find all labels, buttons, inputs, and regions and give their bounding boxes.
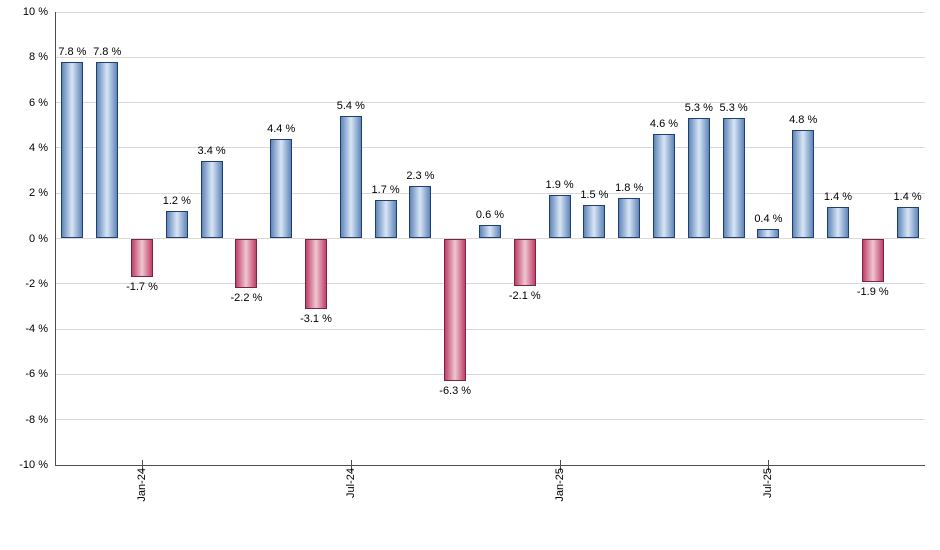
- y-axis-tick-label: -2 %: [25, 277, 48, 290]
- bar-value-label: 5.3 %: [684, 102, 713, 115]
- y-axis-tick-label: 8 %: [29, 51, 48, 64]
- bar-value-label: 1.8 %: [615, 181, 644, 194]
- positive-bar: [792, 129, 815, 239]
- positive-bar: [653, 134, 675, 239]
- bar-value-label: 1.9 %: [545, 179, 574, 192]
- negative-bar: [861, 238, 884, 282]
- positive-bar: [583, 204, 606, 239]
- y-axis-tick-label: 6 %: [29, 96, 48, 109]
- bar-value-label: 5.3 %: [719, 102, 748, 115]
- bar-value-label: 1.2 %: [162, 195, 191, 208]
- positive-bar: [200, 161, 223, 239]
- gridline: [55, 419, 925, 421]
- bar-value-label: 5.4 %: [336, 100, 365, 113]
- bar-value-label: 1.4 %: [823, 190, 853, 203]
- y-axis-tick-label: -8 %: [25, 413, 48, 426]
- bar-value-label: 2.3 %: [406, 170, 435, 183]
- x-axis-tick: [559, 460, 561, 472]
- bar-value-label: 7.8 %: [93, 45, 122, 58]
- positive-bar: [548, 195, 571, 239]
- bar-value-label: 7.8 %: [58, 45, 87, 58]
- positive-bar: [165, 211, 188, 239]
- x-axis-line: [55, 465, 925, 466]
- gridline: [55, 147, 925, 149]
- positive-bar: [96, 61, 119, 239]
- bar-value-label: 0.4 %: [754, 213, 783, 226]
- positive-bar: [896, 206, 919, 239]
- positive-bar: [757, 229, 780, 239]
- positive-bar: [409, 186, 432, 239]
- bar-value-label: 4.8 %: [789, 113, 818, 126]
- y-axis-line: [55, 12, 56, 465]
- y-axis-tick-label: 10 %: [22, 6, 48, 18]
- negative-bar: [305, 238, 327, 309]
- x-axis-tick-label: Jan-24: [136, 468, 148, 502]
- x-axis-tick: [142, 460, 143, 472]
- bar-value-label: -2.1 %: [508, 290, 541, 303]
- y-axis-tick-label: -4 %: [25, 323, 48, 336]
- x-axis-tick: [350, 460, 352, 472]
- bar-value-label: -1.7 %: [126, 281, 158, 293]
- positive-bar: [339, 116, 362, 239]
- negative-bar: [235, 238, 258, 289]
- gridline: [55, 283, 925, 285]
- y-axis-tick-label: 2 %: [29, 187, 48, 200]
- positive-bar: [61, 61, 84, 239]
- gridline: [55, 238, 925, 239]
- bar-value-label: -6.3 %: [439, 385, 472, 398]
- bar-value-label: -2.2 %: [230, 292, 263, 305]
- bar-value-label: -3.1 %: [300, 312, 332, 325]
- bar-value-label: 4.4 %: [267, 122, 296, 135]
- bar-value-label: 1.5 %: [580, 188, 609, 201]
- positive-bar: [618, 197, 641, 239]
- bar-value-label: 0.6 %: [475, 208, 505, 221]
- positive-bar: [827, 206, 849, 239]
- positive-bar: [722, 118, 745, 239]
- positive-bar: [687, 118, 710, 239]
- bar-value-label: -1.9 %: [856, 285, 889, 298]
- gridline: [55, 192, 925, 194]
- x-axis-tick: [768, 460, 770, 472]
- y-axis-tick-label: -10 %: [19, 459, 48, 471]
- y-axis-tick-label: 4 %: [29, 141, 48, 154]
- negative-bar: [513, 238, 536, 287]
- gridline: [55, 328, 925, 330]
- x-axis-tick-label: Jul-24: [344, 468, 357, 498]
- y-axis-tick-label: -6 %: [25, 368, 48, 381]
- positive-bar: [374, 199, 397, 239]
- positive-bar: [270, 138, 293, 239]
- gridline: [55, 102, 925, 104]
- x-axis-tick-label: Jul-25: [762, 468, 775, 498]
- gridline: [55, 11, 925, 13]
- bar-value-label: 1.7 %: [371, 183, 400, 196]
- gridline: [55, 373, 925, 375]
- positive-bar: [479, 224, 501, 239]
- bar-value-label: 4.6 %: [649, 118, 679, 131]
- gridline: [55, 56, 925, 58]
- negative-bar: [131, 238, 153, 277]
- y-axis-tick-label: 0 %: [29, 232, 48, 245]
- bar-value-label: 1.4 %: [893, 190, 922, 203]
- bar-value-label: 3.4 %: [197, 145, 226, 158]
- negative-bar: [444, 238, 467, 382]
- x-axis-tick-label: Jan-25: [553, 468, 566, 502]
